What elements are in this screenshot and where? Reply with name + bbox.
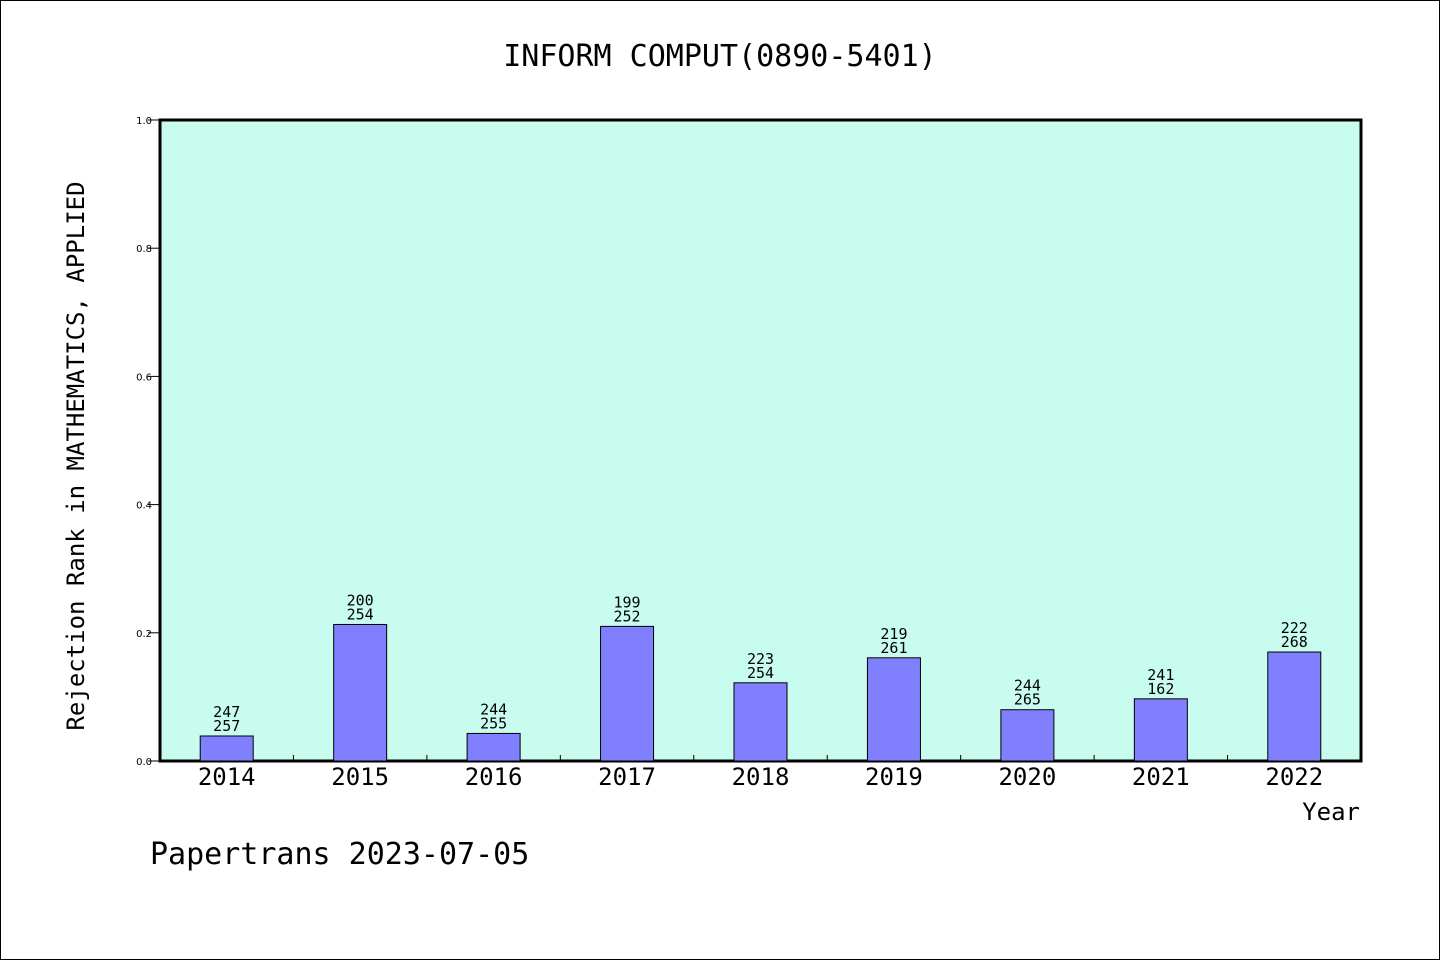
- x-category-label: 2017: [598, 763, 656, 791]
- y-tick-label: 0.0: [136, 757, 152, 768]
- bar-annotation-2017-line1: 199: [614, 593, 641, 611]
- y-axis-label: Rejection Rank in MATHEMATICS, APPLIED: [62, 181, 90, 730]
- bar-annotation-2017-line2: 252: [614, 607, 641, 625]
- x-category-label: 2018: [732, 763, 790, 791]
- y-tick-label: 1.0: [136, 116, 152, 127]
- bar-annotation-2014-line2: 257: [213, 717, 240, 735]
- bar-annotation-2022-line2: 268: [1281, 633, 1308, 651]
- y-tick-label: 0.4: [136, 501, 152, 512]
- y-tick-label: 0.8: [136, 244, 152, 255]
- bar-annotation-2021-line1: 241: [1147, 666, 1174, 684]
- x-category-label: 2022: [1265, 763, 1323, 791]
- bar-2018: [733, 682, 788, 762]
- x-category-label: 2021: [1132, 763, 1190, 791]
- bar-2016: [466, 732, 521, 762]
- bar-annotation-2015-line1: 200: [347, 591, 374, 609]
- bar-annotation-2020-line1: 244: [1014, 677, 1041, 695]
- x-category-label: 2016: [465, 763, 523, 791]
- x-category-label: 2020: [998, 763, 1056, 791]
- x-category-label: 2015: [331, 763, 389, 791]
- bar-annotation-2019-line1: 219: [880, 625, 907, 643]
- bar-2019: [866, 657, 921, 762]
- x-category-label: 2019: [865, 763, 923, 791]
- bar-2017: [600, 625, 655, 762]
- y-tick-label: 0.2: [136, 629, 152, 640]
- bar-2020: [1000, 709, 1055, 762]
- bar-annotation-2021-line2: 162: [1147, 680, 1174, 698]
- bar-2022: [1267, 651, 1322, 762]
- bar-2014: [199, 735, 254, 762]
- bar-annotation-2018-line1: 223: [747, 650, 774, 668]
- bar-2021: [1133, 698, 1188, 762]
- bar-annotation-2014-line1: 247: [213, 703, 240, 721]
- chart-title: INFORM COMPUT(0890-5401): [503, 39, 936, 74]
- bar-annotation-2019-line2: 261: [880, 639, 907, 657]
- bar-2015: [333, 623, 388, 762]
- x-category-label: 2014: [198, 763, 256, 791]
- y-tick-label: 0.6: [136, 372, 152, 383]
- bar-annotation-2016-line2: 255: [480, 714, 507, 732]
- bar-annotation-2022-line1: 222: [1281, 619, 1308, 637]
- footer-credit: Papertrans 2023-07-05: [150, 837, 529, 872]
- bar-annotation-2018-line2: 254: [747, 664, 774, 682]
- data-labels: 2472572002542442551992522232542192612442…: [213, 591, 1308, 735]
- bars: [199, 623, 1322, 762]
- y-axis-ticks: 0.0 0.2 0.4 0.6 0.8 1.0: [136, 116, 160, 768]
- bar-annotation-2020-line2: 265: [1014, 691, 1041, 709]
- x-axis-categories: 2014 2015 2016 2017 2018 2019 2020 2021 2022: [198, 755, 1323, 791]
- bar-annotation-2015-line2: 254: [347, 605, 374, 623]
- x-axis-label: Year: [1302, 798, 1360, 826]
- bar-annotation-2016-line1: 244: [480, 700, 507, 718]
